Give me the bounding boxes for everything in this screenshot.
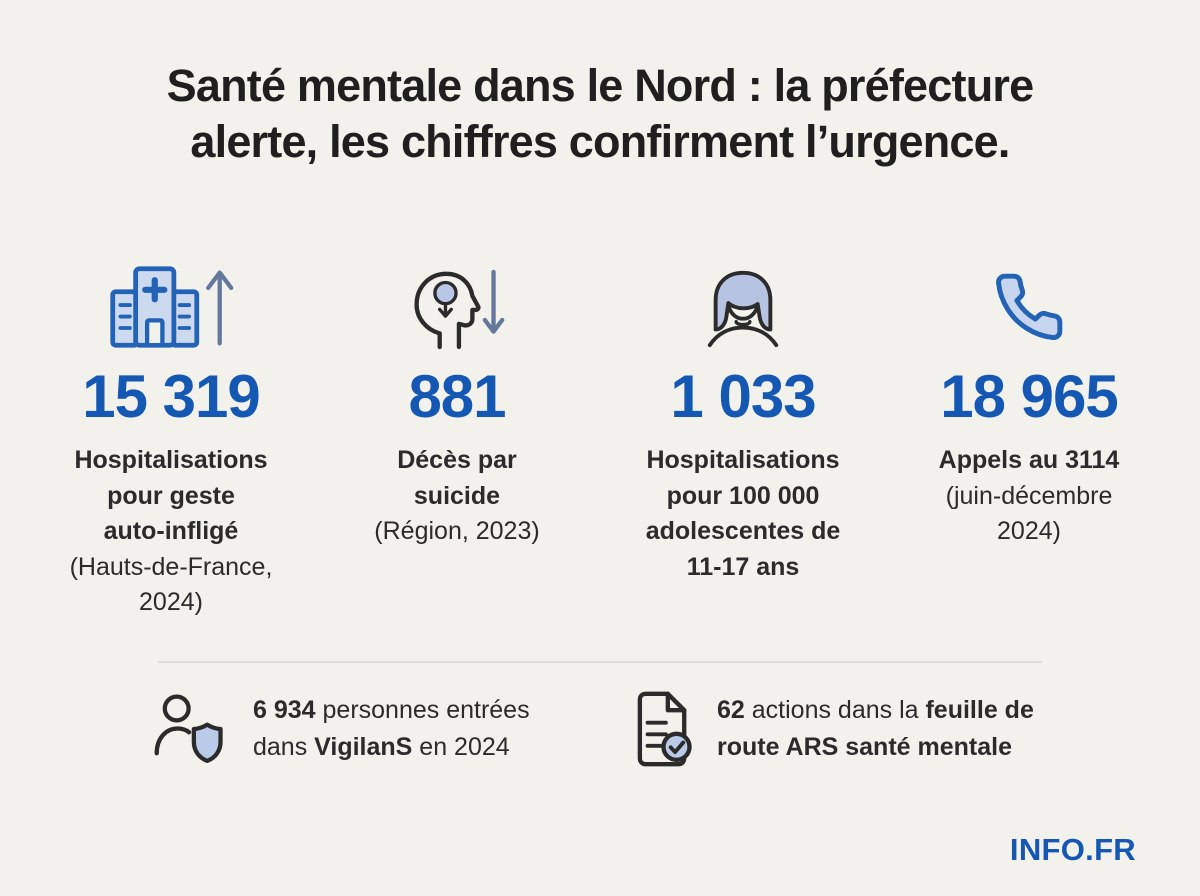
stat-hospitalisations-geste: 15 319 Hospitalisations pour geste auto-… — [28, 260, 314, 621]
stat-value: 18 965 — [940, 363, 1119, 430]
stat-label-light-line: (juin-décembre — [945, 481, 1113, 510]
page-title: Santé mentale dans le Nord : la préfectu… — [0, 58, 1200, 170]
hospital-up-arrow-icon — [107, 260, 235, 354]
stat-value: 1 033 — [670, 363, 816, 430]
footnote-text: 62 actions dans la feuille de route ARS … — [717, 692, 1049, 765]
phone-icon — [992, 260, 1066, 354]
stat-label-light-line: (Région, 2023) — [374, 517, 540, 545]
stat-label-light-line: (Hauts-de-France, — [69, 552, 273, 581]
stat-label-light-line: 2024) — [139, 588, 203, 616]
footnote-segment: feuille de route ARS santé mentale — [717, 696, 1034, 761]
footnote-ars-feuille-de-route: 62 actions dans la feuille de route ARS … — [631, 688, 1049, 769]
stat-value: 881 — [408, 363, 506, 430]
stat-label-bold-line: adolescentes de — [645, 517, 841, 545]
stat-label-bold-line: Décès par — [397, 446, 517, 474]
stat-label-bold-line: Hospitalisations — [646, 446, 840, 474]
footnote-segment: actions dans la — [744, 696, 926, 725]
head-down-arrow-icon — [407, 260, 507, 354]
footnote-value: 62 — [717, 696, 745, 725]
person-shield-icon — [151, 692, 231, 765]
stat-appels-3114: 18 965 Appels au 3114 (juin-décembre 202… — [886, 260, 1172, 621]
brand-logo: INFO.FR — [1009, 832, 1136, 867]
stat-label-bold-line: Hospitalisations — [74, 446, 268, 474]
footnote-vigilans: 6 934 personnes entrées dans VigilanS en… — [151, 688, 553, 769]
stat-deces-suicide: 881 Décès par suicide (Région, 2023) — [314, 260, 600, 621]
stat-label-bold-line: auto-infligé — [103, 517, 239, 545]
footnote-value: 6 934 — [253, 696, 316, 725]
stat-label-bold-line: pour geste — [107, 481, 235, 510]
document-check-icon — [631, 688, 695, 769]
divider-line — [158, 661, 1042, 663]
stat-label-bold-line: pour 100 000 — [666, 481, 820, 510]
stat-label: Hospitalisations pour geste auto-infligé… — [70, 443, 273, 621]
stats-row: 15 319 Hospitalisations pour geste auto-… — [28, 260, 1172, 621]
stat-value: 15 319 — [82, 363, 261, 430]
stat-hospitalisations-adolescentes: 1 033 Hospitalisations pour 100 000 adol… — [600, 260, 886, 621]
stat-label: Décès par suicide (Région, 2023) — [374, 443, 539, 550]
footnote-segment: en 2024 — [412, 732, 510, 761]
stat-label-bold-line: Appels au 3114 — [938, 446, 1120, 474]
stat-label-bold-line: suicide — [413, 481, 501, 510]
stat-label: Hospitalisations pour 100 000 adolescent… — [646, 443, 841, 585]
footnote-segment: VigilanS — [314, 732, 413, 761]
stat-label: Appels au 3114 (juin-décembre 2024) — [939, 443, 1120, 550]
page-title-line2: alerte, les chiffres confirment l’urgenc… — [190, 115, 1010, 167]
footnotes-row: 6 934 personnes entrées dans VigilanS en… — [0, 688, 1200, 769]
woman-icon — [700, 260, 786, 354]
footnote-text: 6 934 personnes entrées dans VigilanS en… — [253, 692, 553, 765]
stat-label-light-line: 2024) — [997, 517, 1061, 545]
footnote-segment: personnes entrées dans — [253, 696, 530, 761]
stat-label-bold-line: 11-17 ans — [686, 552, 800, 581]
page-title-line1: Santé mentale dans le Nord : la préfectu… — [166, 60, 1034, 111]
